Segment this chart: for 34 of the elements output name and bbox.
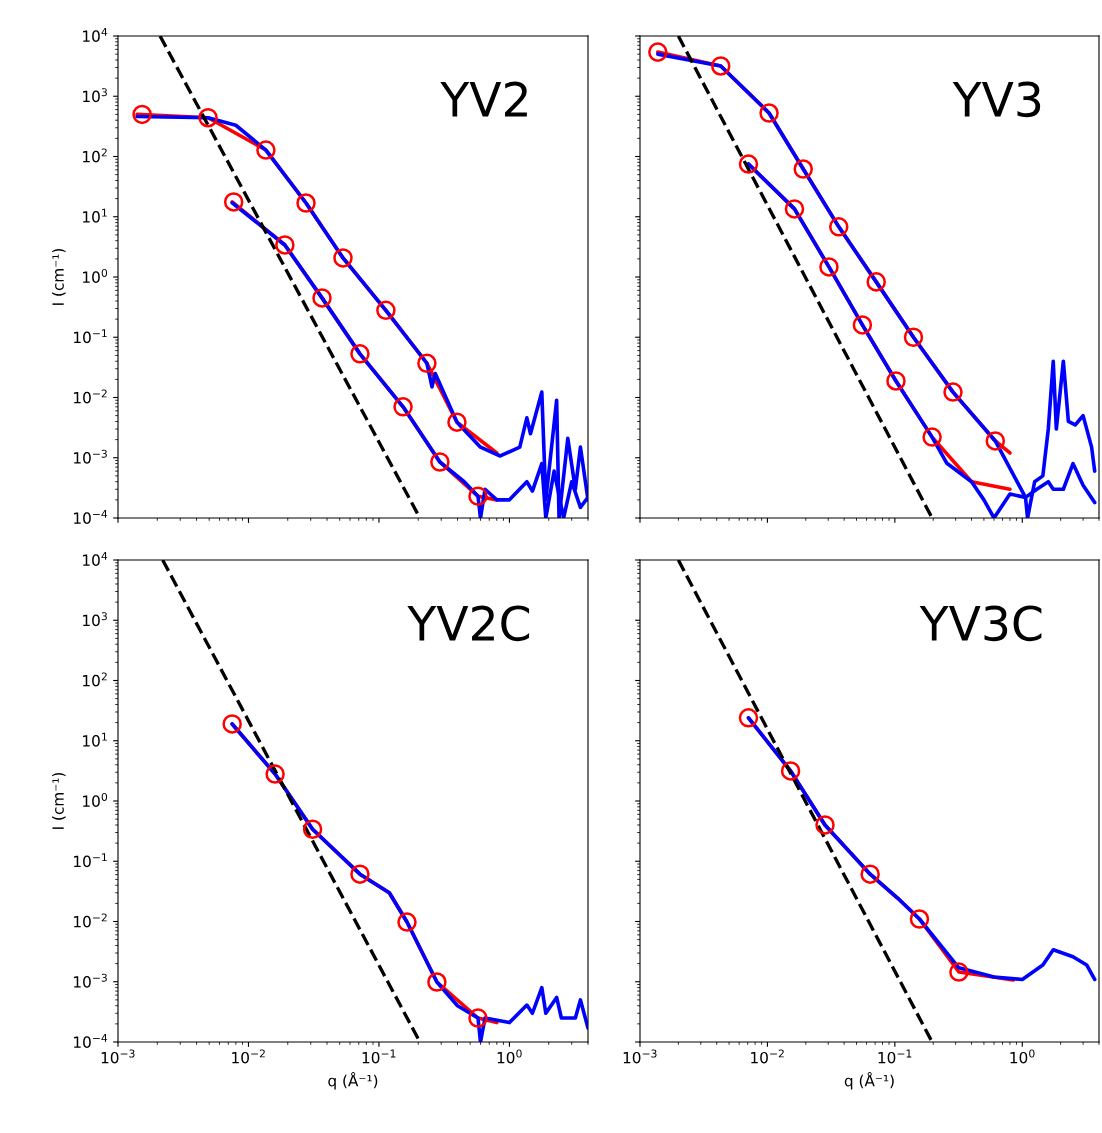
y-tick-label: 10$^{−2}$ [74,913,107,928]
x-axis-title: q (Å⁻¹) [844,1072,894,1090]
text: YV3 [952,81,1041,118]
text: YV2 [440,81,527,117]
y-tick-label: 10$^{−1}$ [74,329,107,344]
y-tick-label: 10$^{0}$ [83,792,108,807]
y-tick-label: 10$^{3}$ [83,88,107,103]
x-tick-label: 10$^{0}$ [497,1049,522,1064]
y-tick-label: 10$^{−1}$ [74,853,107,868]
y-tick-label: 10$^{−4}$ [74,510,108,524]
y-tick-label: 10$^{−4}$ [74,1034,108,1048]
x-tick-label: 10$^{−2}$ [232,1049,265,1064]
y-tick-label: 10$^{2}$ [83,672,107,687]
x-tick-label: 10$^{−1}$ [878,1049,912,1064]
y-tick-label: 10$^{4}$ [83,28,108,42]
y-tick-label: 10$^{3}$ [83,612,107,627]
x-axis-title: q (Å⁻¹) [328,1072,378,1090]
x-tick-label: 10$^{−3}$ [101,1049,135,1064]
x-tick-label: 10$^{−1}$ [362,1049,396,1064]
x-tick-label: 10$^{−3}$ [623,1049,657,1064]
y-tick-label: 10$^{−2}$ [74,389,107,404]
y-axis-title: I (cm⁻¹) [52,772,66,829]
y-tick-label: 10$^{1}$ [83,208,107,223]
y-tick-label: 10$^{−3}$ [74,449,107,464]
y-tick-label: 10$^{4}$ [83,552,108,566]
text: YV2C [407,605,530,642]
y-tick-label: 10$^{1}$ [83,732,107,747]
y-tick-label: 10$^{0}$ [83,268,108,283]
y-tick-label: 10$^{−3}$ [74,973,107,988]
y-axis-title: I (cm⁻¹) [52,248,66,305]
text: YV3C [919,605,1042,642]
x-tick-label: 10$^{−2}$ [751,1049,784,1064]
x-tick-label: 10$^{0}$ [1010,1049,1035,1064]
y-tick-label: 10$^{2}$ [83,148,107,163]
